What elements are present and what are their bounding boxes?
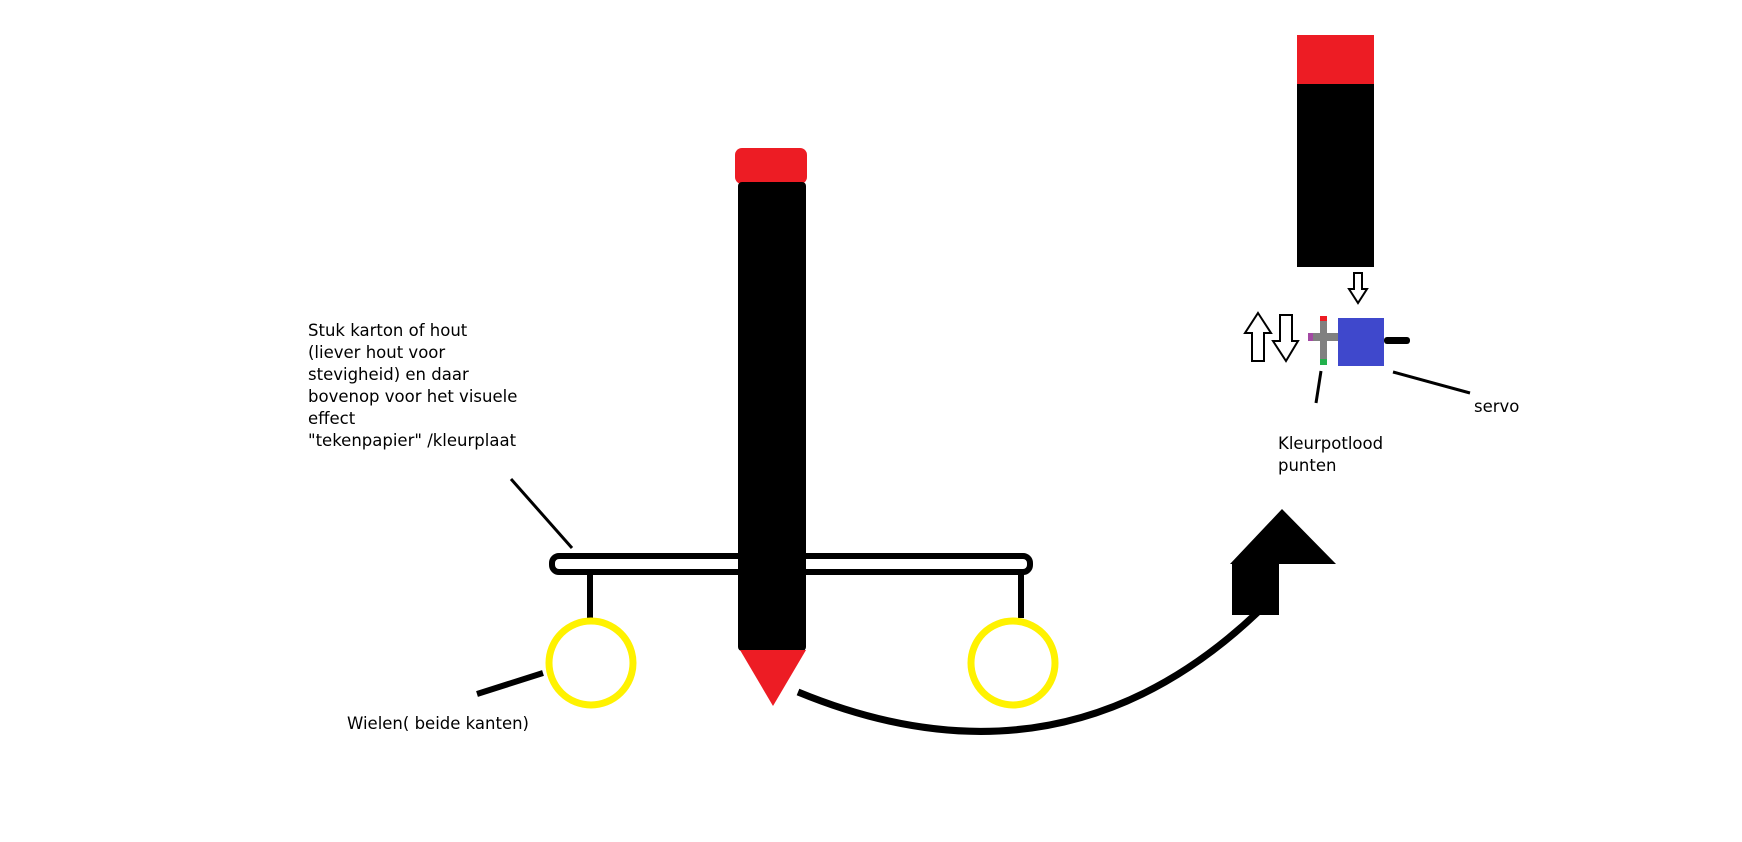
board-description-line: bovenop voor het visuele [308,387,518,406]
board-description-line: "tekenpapier" /kleurplaat [308,431,517,450]
main-pencil-body [738,182,806,651]
servo-label: servo [1474,397,1520,416]
tip-red [1320,316,1327,321]
main-pencil-cap [735,148,807,184]
servo-leader-line [1392,370,1471,395]
servo [1338,318,1410,366]
zoomed-pencil [1297,35,1374,267]
pencil-tips-label: Kleurpotlood punten [1278,433,1383,477]
board-description-line: effect [308,409,356,428]
tip-green [1320,359,1327,365]
pencil-tips-label-line: Kleurpotlood [1278,434,1384,453]
transition-arrow-head [1230,509,1336,615]
board-description: Stuk karton of hout (liever hout voor st… [308,320,517,452]
zoomed-pencil-cap [1297,35,1374,84]
board-description-line: stevigheid) en daar [308,365,469,384]
servo-body [1338,318,1384,366]
up-down-arrows-icon [1243,311,1300,363]
pencil-tips-holder [1308,316,1339,365]
tips-leader-line [1314,370,1323,404]
pencil-tips-label-line: punten [1278,456,1337,475]
board-leader-line [509,478,574,549]
main-pencil-tip [740,650,806,706]
wheels-label: Wielen( beide kanten) [347,714,529,733]
main-pencil [735,148,807,706]
right-wheel [967,617,1059,709]
board-description-line: Stuk karton of hout [308,321,468,340]
tip-purple [1308,333,1313,341]
wheels-leader-line [476,670,544,697]
zoomed-pencil-body [1297,84,1374,267]
left-wheel [545,617,637,709]
servo-shaft [1384,337,1410,344]
down-arrow-icon [1347,272,1369,305]
board-description-line: (liever hout voor [308,343,446,362]
transition-curve [796,609,1261,735]
